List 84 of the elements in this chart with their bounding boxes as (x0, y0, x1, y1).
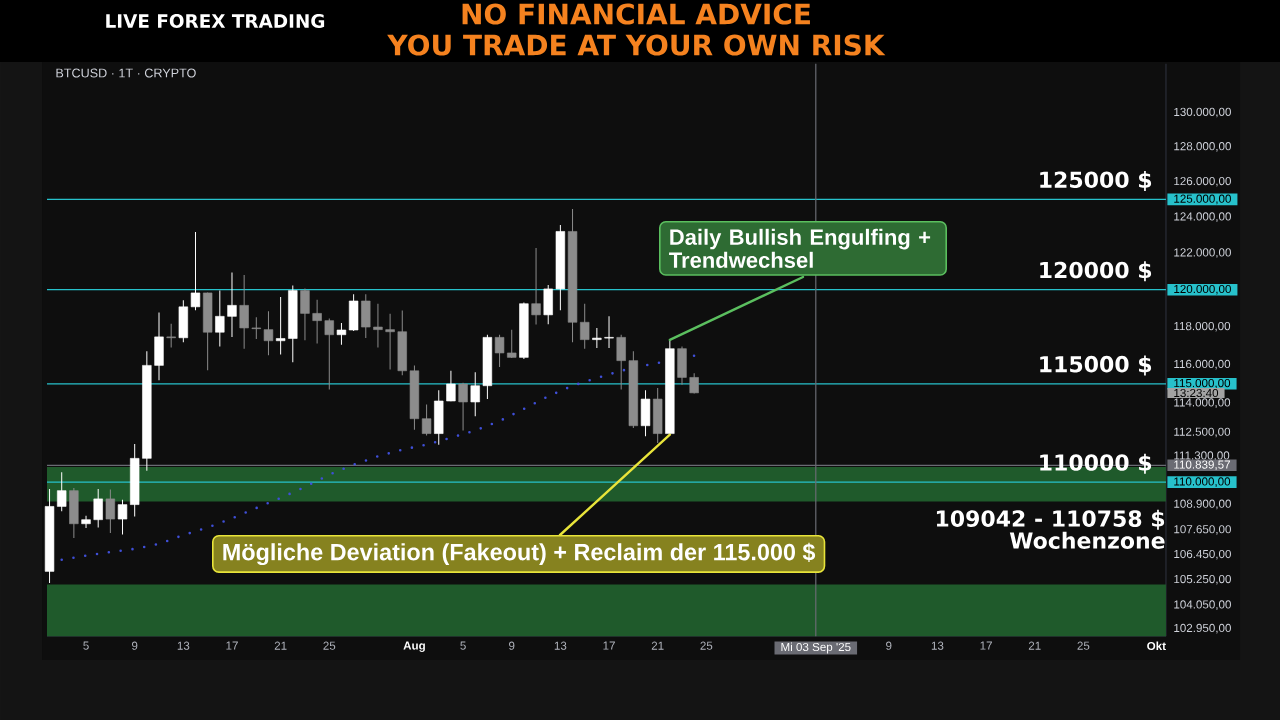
x-tick-label: 5 (83, 641, 89, 650)
candlestick (592, 327, 602, 349)
candlestick (312, 299, 322, 345)
y-tick-label: 110.000,00 (1174, 477, 1231, 487)
x-tick-label: 17 (226, 641, 238, 650)
x-tick-label: 5 (460, 641, 466, 650)
y-tick-label: 125.000,00 (1174, 194, 1231, 205)
y-tick-label: 108.900,00 (1174, 499, 1231, 510)
candlestick (458, 382, 468, 431)
candlestick (251, 316, 261, 340)
y-tick-label: 114.000,00 (1174, 398, 1231, 408)
ref-line-label: 120000 $ (1040, 261, 1152, 282)
ref-line-label: 110000 $ (1040, 453, 1152, 474)
text: YOU TRADE AT YOUR OWN RISK (387, 34, 886, 56)
candlestick (385, 313, 395, 371)
annotation: Daily Bullish Engulfing + Trendwechsel (669, 228, 931, 268)
ref-line-label: 115000 $ (1040, 355, 1152, 376)
y-tick-label: 102.950,00 (1174, 623, 1231, 634)
x-tick-label: 9 (131, 641, 138, 650)
x-tick-label: 21 (1028, 641, 1041, 650)
y-tick-label: 105.250,00 (1174, 574, 1231, 585)
candlestick (470, 371, 480, 417)
candlestick (81, 515, 91, 529)
x-tick-label: 13 (554, 641, 567, 650)
x-tick-label: 17 (980, 641, 992, 650)
y-tick-label: 104.050,00 (1174, 600, 1231, 610)
candlestick (117, 499, 128, 536)
candlestick (300, 287, 310, 341)
candlestick (446, 370, 456, 402)
y-tick-label: 120.000,00 (1174, 284, 1231, 295)
x-tick-label: 9 (886, 641, 892, 650)
candlestick (215, 289, 225, 347)
y-tick-label: 124.000,00 (1174, 212, 1231, 222)
candlestick (275, 296, 286, 356)
text: NO FINANCIAL ADVICE (462, 3, 810, 25)
candlestick (324, 318, 334, 391)
candlestick (421, 404, 432, 437)
candlestick (604, 315, 614, 349)
x-tick-label: 13 (177, 641, 190, 650)
y-tick-label: 110.839,57 (1174, 460, 1230, 471)
y-tick-label: 107.650,00 (1174, 525, 1231, 535)
band-label: 109042 - 110758 $ Wochenzone (936, 509, 1165, 549)
y-tick-label: 128.000,00 (1174, 142, 1231, 152)
y-tick-label: 112.500,00 (1174, 427, 1231, 438)
x-tick-label: Aug (403, 641, 425, 652)
candlestick (57, 471, 67, 512)
y-tick-label: 126.000,00 (1174, 176, 1231, 187)
y-tick-label: 118.000,00 (1174, 322, 1231, 332)
candlestick (580, 303, 590, 350)
candlestick (263, 310, 274, 356)
y-tick-label: 111.300,00 (1174, 451, 1230, 461)
y-tick-label: 122.000,00 (1174, 248, 1231, 258)
candlestick (373, 303, 383, 348)
x-tick-label: 21 (651, 641, 664, 650)
x-tick-label: 25 (323, 641, 336, 650)
candlestick (616, 334, 626, 391)
y-tick-label: 106.450,00 (1174, 549, 1231, 560)
annotation: Mögliche Deviation (Fakeout) + Reclaim der 115.000 $ (223, 542, 816, 566)
candlestick (105, 489, 116, 534)
candlestick (531, 247, 541, 326)
y-tick-label: 116.000,00 (1174, 359, 1231, 370)
candlestick (494, 334, 505, 368)
candlestick (507, 329, 517, 359)
x-tick-label: Okt (1147, 641, 1166, 651)
x-tick-label: 25 (1077, 641, 1090, 650)
candlestick (190, 231, 201, 311)
x-tick-label: Mi 03 Sep '25 (781, 642, 851, 654)
x-tick-label: 25 (700, 641, 713, 650)
candlestick (93, 488, 103, 528)
y-tick-label: 115.000,00 (1174, 379, 1231, 389)
x-tick-label: 13 (931, 641, 944, 650)
x-tick-label: 21 (274, 641, 287, 650)
text: LIVE FOREX TRADING (106, 14, 325, 28)
x-tick-label: 9 (509, 641, 515, 650)
x-tick-label: 17 (603, 641, 615, 650)
candlestick (166, 323, 176, 348)
candlestick (336, 322, 347, 346)
y-tick-label: 130.000,00 (1174, 107, 1231, 118)
text: 13:23:40 (1174, 388, 1219, 398)
candlestick (239, 274, 249, 350)
chart-title: BTCUSD · 1T · CRYPTO (56, 68, 196, 78)
candlestick (689, 372, 699, 394)
candlestick (227, 271, 237, 338)
ref-line-label: 125000 $ (1040, 171, 1152, 191)
